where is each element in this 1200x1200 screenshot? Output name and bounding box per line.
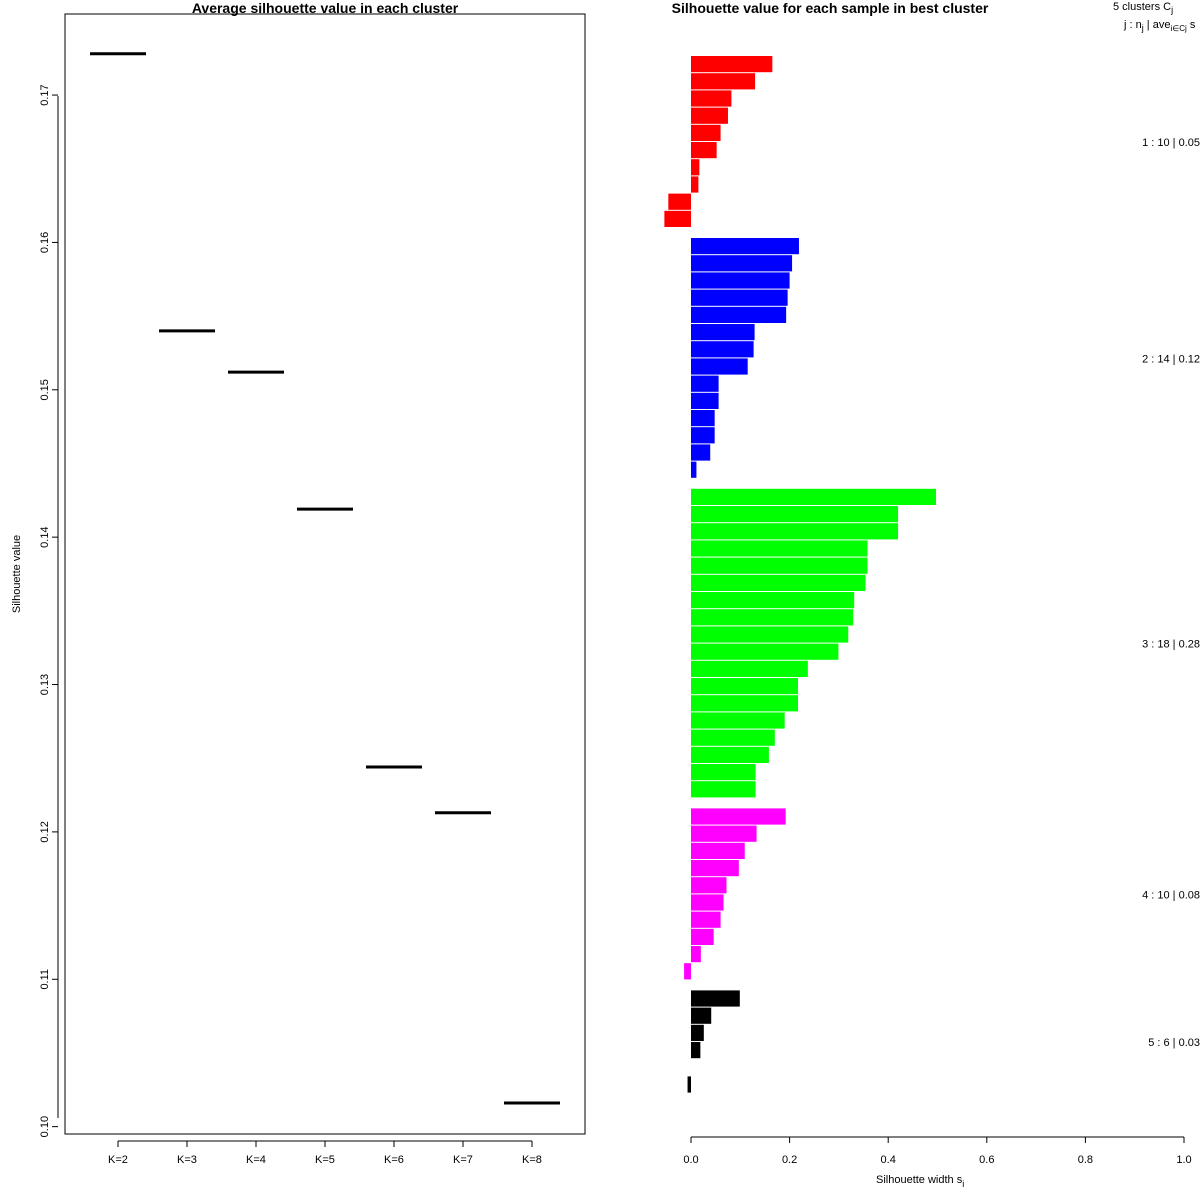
right-panel: Silhouette value for each sample in best… bbox=[664, 0, 1200, 1189]
silhouette-bar bbox=[691, 592, 855, 609]
silhouette-bar bbox=[691, 540, 868, 557]
cluster-summary-label: 2 : 14 | 0.12 bbox=[1142, 353, 1200, 365]
silhouette-bar bbox=[691, 392, 719, 409]
silhouette-bar bbox=[691, 289, 788, 306]
silhouette-bar bbox=[691, 990, 740, 1007]
right-x-tick-label: 0.2 bbox=[782, 1154, 797, 1166]
silhouette-bar bbox=[691, 781, 756, 798]
silhouette-bar bbox=[664, 210, 691, 227]
left-x-tick-label: K=2 bbox=[108, 1154, 128, 1166]
cluster-header-line1: 5 clusters Cj bbox=[1113, 1, 1173, 15]
silhouette-bar bbox=[691, 444, 711, 461]
right-x-tick-label: 0.0 bbox=[683, 1154, 698, 1166]
left-plot-frame bbox=[64, 13, 586, 1135]
silhouette-bar bbox=[691, 375, 719, 392]
silhouette-bar bbox=[691, 272, 790, 289]
right-x-tick-label: 0.8 bbox=[1078, 1154, 1093, 1166]
right-x-tick-label: 0.4 bbox=[881, 1154, 896, 1166]
left-y-tick-label: 0.13 bbox=[39, 674, 51, 695]
silhouette-bar bbox=[691, 107, 728, 124]
right-chart-title: Silhouette value for each sample in best… bbox=[672, 0, 989, 16]
left-y-tick-label: 0.10 bbox=[39, 1116, 51, 1137]
silhouette-bar bbox=[691, 461, 697, 478]
silhouette-bar bbox=[691, 894, 724, 911]
silhouette-bar bbox=[691, 159, 700, 176]
silhouette-bar bbox=[691, 341, 754, 358]
silhouette-bar bbox=[691, 808, 786, 825]
silhouette-bar bbox=[691, 124, 721, 141]
left-x-tick-label: K=3 bbox=[177, 1154, 197, 1166]
silhouette-bar bbox=[691, 56, 773, 73]
left-y-tick-label: 0.14 bbox=[39, 526, 51, 547]
silhouette-bar bbox=[691, 609, 854, 626]
left-x-tick-label: K=8 bbox=[522, 1154, 542, 1166]
silhouette-bar bbox=[691, 358, 748, 375]
left-y-tick-label: 0.16 bbox=[39, 232, 51, 253]
silhouette-bar bbox=[691, 660, 808, 677]
silhouette-bar bbox=[691, 557, 868, 574]
left-x-tick-label: K=4 bbox=[246, 1154, 266, 1166]
left-panel: Average silhouette value in each cluster… bbox=[11, 0, 586, 1166]
silhouette-bar bbox=[691, 574, 866, 591]
silhouette-bar bbox=[691, 90, 732, 107]
silhouette-bar bbox=[668, 193, 691, 210]
silhouette-bar bbox=[687, 1076, 691, 1093]
left-y-tick-label: 0.17 bbox=[39, 84, 51, 105]
silhouette-bar bbox=[691, 746, 769, 763]
silhouette-bar bbox=[691, 324, 755, 341]
silhouette-bar bbox=[691, 1024, 704, 1041]
silhouette-bar bbox=[691, 1007, 712, 1024]
silhouette-bar bbox=[691, 712, 785, 729]
silhouette-bar bbox=[684, 963, 691, 980]
right-x-tick-label: 1.0 bbox=[1176, 1154, 1191, 1166]
silhouette-bar bbox=[691, 523, 899, 540]
cluster-summary-label: 1 : 10 | 0.05 bbox=[1142, 137, 1200, 149]
silhouette-bar bbox=[691, 255, 793, 272]
silhouette-bar bbox=[691, 488, 937, 505]
silhouette-bar bbox=[691, 860, 739, 877]
silhouette-bar bbox=[691, 73, 756, 90]
silhouette-bar bbox=[691, 238, 799, 255]
silhouette-bar bbox=[691, 877, 727, 894]
silhouette-bar bbox=[691, 695, 798, 712]
silhouette-bar bbox=[691, 946, 701, 963]
left-chart-title: Average silhouette value in each cluster bbox=[192, 0, 459, 16]
silhouette-bar bbox=[691, 842, 745, 859]
silhouette-bar bbox=[691, 506, 899, 523]
silhouette-bar bbox=[691, 142, 717, 159]
silhouette-bar bbox=[691, 410, 715, 427]
left-y-tick-label: 0.11 bbox=[39, 969, 51, 990]
cluster-summary-label: 3 : 18 | 0.28 bbox=[1142, 639, 1200, 651]
silhouette-bar bbox=[691, 643, 839, 660]
cluster-summary-label: 4 : 10 | 0.08 bbox=[1142, 889, 1200, 901]
left-x-tick-label: K=5 bbox=[315, 1154, 335, 1166]
silhouette-bar bbox=[691, 911, 721, 928]
left-x-tick-label: K=7 bbox=[453, 1154, 473, 1166]
silhouette-bar bbox=[691, 764, 756, 781]
cluster-header-line2: j : nj | avei∈Cj s bbox=[1123, 19, 1196, 33]
silhouette-bar bbox=[691, 306, 787, 323]
silhouette-bar bbox=[691, 678, 798, 695]
silhouette-bar bbox=[691, 825, 757, 842]
left-y-tick-label: 0.12 bbox=[39, 821, 51, 842]
silhouette-bar bbox=[691, 1042, 701, 1059]
right-x-tick-label: 0.6 bbox=[979, 1154, 994, 1166]
left-x-tick-label: K=6 bbox=[384, 1154, 404, 1166]
cluster-summary-label: 5 : 6 | 0.03 bbox=[1148, 1037, 1200, 1049]
silhouette-bar bbox=[691, 626, 849, 643]
silhouette-bar bbox=[691, 176, 699, 193]
silhouette-bar bbox=[691, 928, 714, 945]
right-x-axis-label: Silhouette width si bbox=[876, 1174, 964, 1189]
silhouette-bar bbox=[691, 427, 715, 444]
silhouette-bar bbox=[691, 729, 775, 746]
left-y-axis-label: Silhouette value bbox=[11, 535, 23, 613]
left-y-tick-label: 0.15 bbox=[39, 379, 51, 400]
